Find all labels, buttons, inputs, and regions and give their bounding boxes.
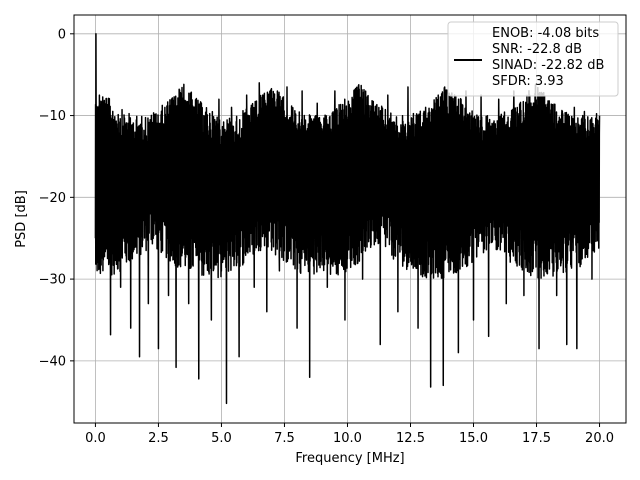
y-tick-label: 0 (58, 27, 66, 42)
x-axis-ticks: 0.0 2.5 5.0 7.5 10.0 12.5 15.0 17.5 20.0 (85, 423, 614, 446)
x-tick-label: 17.5 (522, 431, 551, 446)
y-axis-ticks: 0 −10 −20 −30 −40 (39, 27, 74, 369)
x-tick-label: 2.5 (148, 431, 169, 446)
x-tick-label: 5.0 (211, 431, 232, 446)
legend-entry-line: ENOB: -4.08 bits (492, 26, 599, 41)
x-tick-label: 10.0 (333, 431, 362, 446)
x-axis-label: Frequency [MHz] (295, 451, 404, 466)
x-tick-label: 20.0 (585, 431, 614, 446)
y-tick-label: −30 (39, 273, 66, 288)
x-tick-label: 7.5 (274, 431, 295, 446)
x-tick-label: 12.5 (396, 431, 425, 446)
x-tick-label: 15.0 (459, 431, 488, 446)
legend-entry-line: SNR: -22.8 dB (492, 42, 582, 57)
series-layer (94, 33, 601, 405)
y-axis-label: PSD [dB] (14, 190, 29, 248)
x-tick-label: 0.0 (85, 431, 106, 446)
legend-box (447, 21, 619, 97)
y-tick-label: −40 (39, 354, 66, 369)
y-tick-label: −20 (39, 191, 66, 206)
plot-frame (73, 14, 627, 424)
psd-series-line (94, 33, 601, 405)
legend-entry-line: SFDR: 3.93 (492, 74, 564, 89)
legend-entry-line: SINAD: -22.82 dB (492, 58, 604, 73)
y-tick-label: −10 (39, 109, 66, 124)
